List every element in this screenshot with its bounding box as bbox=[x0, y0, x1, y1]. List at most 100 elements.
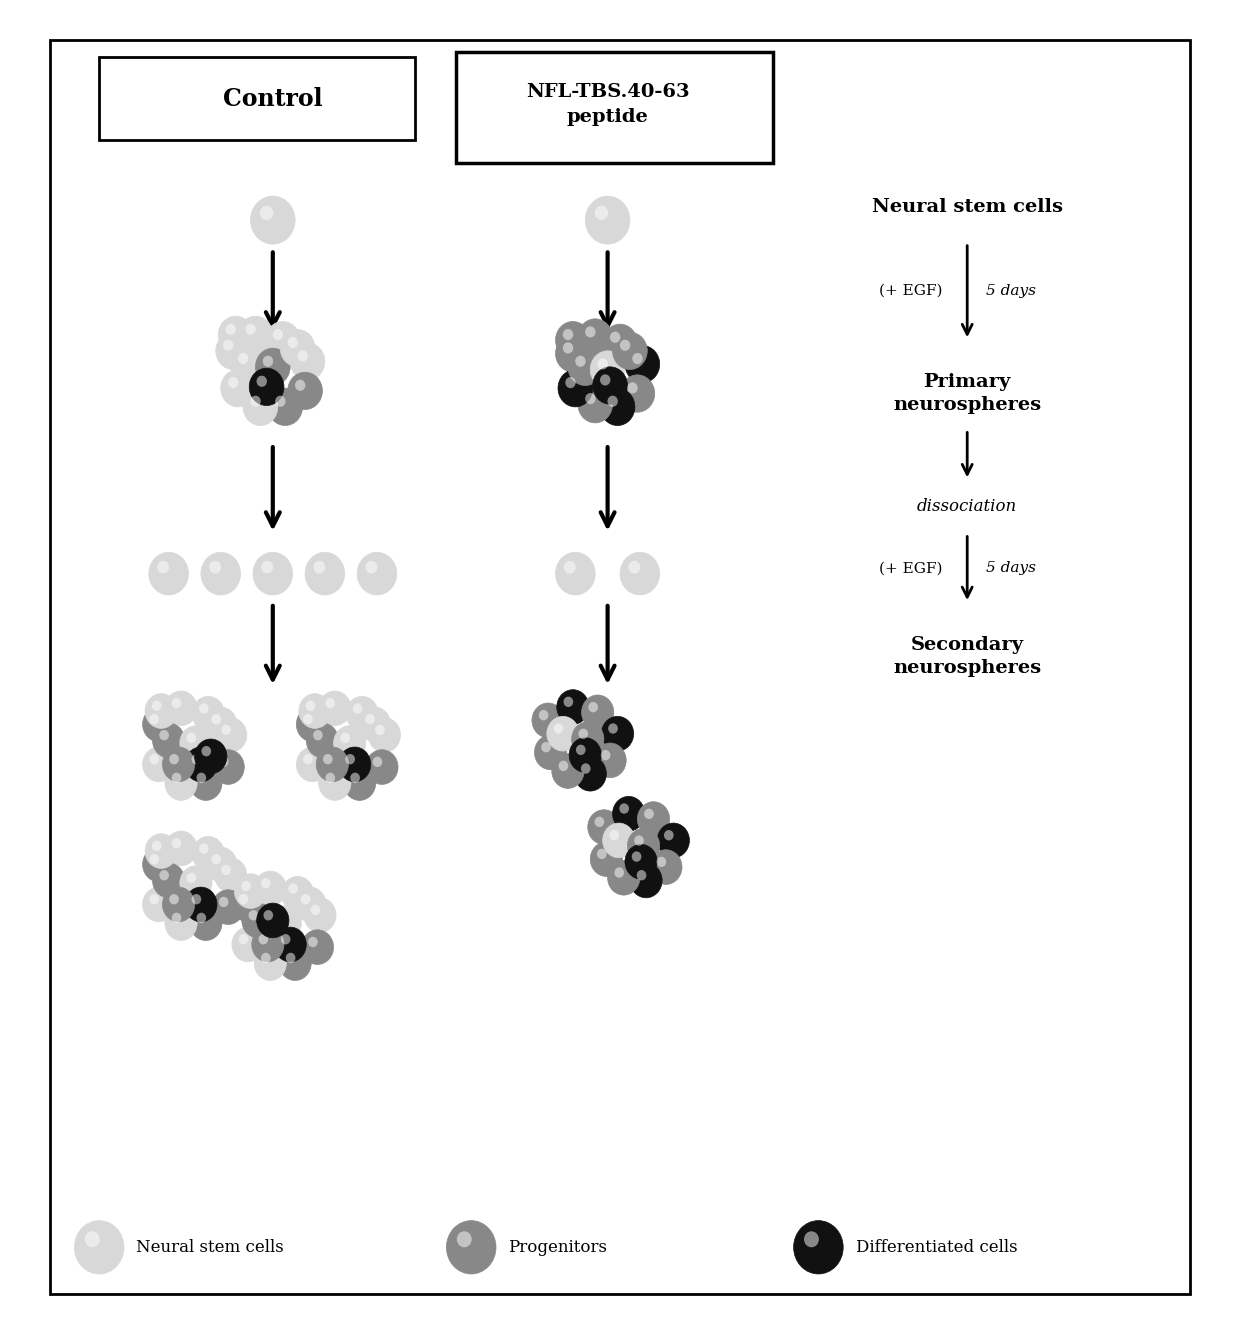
Circle shape bbox=[216, 332, 250, 370]
Circle shape bbox=[598, 359, 608, 370]
Circle shape bbox=[221, 370, 255, 407]
Circle shape bbox=[298, 351, 308, 362]
Text: Control: Control bbox=[223, 87, 322, 111]
Circle shape bbox=[366, 750, 398, 784]
Circle shape bbox=[201, 746, 211, 756]
Circle shape bbox=[246, 324, 255, 335]
Circle shape bbox=[162, 887, 195, 922]
Circle shape bbox=[304, 898, 336, 932]
Circle shape bbox=[593, 367, 627, 404]
Circle shape bbox=[228, 378, 238, 388]
Circle shape bbox=[288, 338, 298, 348]
Circle shape bbox=[575, 356, 585, 367]
Circle shape bbox=[185, 887, 217, 922]
Circle shape bbox=[169, 754, 179, 764]
Circle shape bbox=[578, 319, 613, 356]
Circle shape bbox=[212, 890, 244, 924]
Circle shape bbox=[254, 871, 286, 906]
Circle shape bbox=[601, 716, 634, 751]
FancyBboxPatch shape bbox=[99, 57, 415, 140]
Circle shape bbox=[265, 321, 300, 359]
Circle shape bbox=[299, 694, 331, 728]
Circle shape bbox=[637, 802, 670, 836]
Circle shape bbox=[296, 747, 329, 782]
Circle shape bbox=[325, 772, 335, 783]
Text: Differentiated cells: Differentiated cells bbox=[856, 1239, 1017, 1255]
Circle shape bbox=[316, 747, 348, 782]
Circle shape bbox=[563, 329, 573, 340]
Circle shape bbox=[294, 887, 326, 922]
Circle shape bbox=[547, 716, 579, 751]
Circle shape bbox=[205, 707, 237, 742]
Text: 5 days: 5 days bbox=[986, 562, 1035, 575]
Circle shape bbox=[234, 874, 267, 908]
Circle shape bbox=[590, 351, 625, 388]
Circle shape bbox=[322, 754, 332, 764]
Circle shape bbox=[201, 552, 241, 595]
Circle shape bbox=[588, 810, 620, 844]
Circle shape bbox=[186, 732, 196, 743]
Circle shape bbox=[149, 714, 159, 724]
Circle shape bbox=[250, 196, 295, 244]
Circle shape bbox=[165, 831, 197, 866]
Circle shape bbox=[221, 724, 231, 735]
Circle shape bbox=[249, 368, 284, 406]
Circle shape bbox=[650, 850, 682, 884]
Circle shape bbox=[257, 903, 289, 938]
Circle shape bbox=[358, 707, 391, 742]
Circle shape bbox=[585, 394, 595, 404]
Circle shape bbox=[620, 340, 630, 351]
Circle shape bbox=[250, 396, 260, 407]
Circle shape bbox=[248, 910, 258, 920]
Circle shape bbox=[569, 738, 601, 772]
Circle shape bbox=[564, 560, 575, 574]
Circle shape bbox=[210, 560, 221, 574]
Circle shape bbox=[238, 934, 248, 944]
Circle shape bbox=[343, 766, 376, 800]
Circle shape bbox=[153, 863, 185, 898]
Circle shape bbox=[74, 1221, 124, 1274]
Circle shape bbox=[600, 388, 635, 426]
Circle shape bbox=[644, 808, 653, 819]
Circle shape bbox=[306, 723, 339, 758]
Circle shape bbox=[180, 726, 212, 760]
Circle shape bbox=[619, 803, 629, 814]
Circle shape bbox=[205, 847, 237, 882]
Circle shape bbox=[590, 842, 622, 876]
Circle shape bbox=[218, 896, 228, 907]
Circle shape bbox=[301, 930, 334, 964]
Text: (+ EGF): (+ EGF) bbox=[879, 562, 942, 575]
Circle shape bbox=[600, 375, 610, 386]
Circle shape bbox=[253, 552, 293, 595]
Circle shape bbox=[191, 894, 201, 904]
Circle shape bbox=[84, 1231, 99, 1247]
Circle shape bbox=[594, 816, 604, 827]
Circle shape bbox=[563, 696, 573, 707]
Circle shape bbox=[260, 878, 270, 888]
Circle shape bbox=[365, 714, 374, 724]
Circle shape bbox=[372, 756, 382, 767]
Circle shape bbox=[345, 754, 355, 764]
Circle shape bbox=[578, 386, 613, 423]
Circle shape bbox=[231, 346, 265, 383]
Circle shape bbox=[263, 356, 273, 367]
Circle shape bbox=[312, 730, 322, 740]
Circle shape bbox=[263, 910, 273, 920]
Circle shape bbox=[305, 700, 315, 711]
Circle shape bbox=[565, 378, 575, 388]
Circle shape bbox=[223, 340, 233, 351]
Circle shape bbox=[578, 728, 588, 739]
Circle shape bbox=[582, 695, 614, 730]
Circle shape bbox=[149, 552, 188, 595]
Circle shape bbox=[374, 724, 384, 735]
Circle shape bbox=[585, 196, 630, 244]
Circle shape bbox=[180, 866, 212, 900]
Circle shape bbox=[314, 560, 325, 574]
Circle shape bbox=[352, 703, 362, 714]
Circle shape bbox=[290, 343, 325, 380]
Circle shape bbox=[627, 383, 637, 394]
Circle shape bbox=[620, 552, 660, 595]
Circle shape bbox=[613, 796, 645, 831]
Circle shape bbox=[169, 894, 179, 904]
Circle shape bbox=[195, 739, 227, 774]
